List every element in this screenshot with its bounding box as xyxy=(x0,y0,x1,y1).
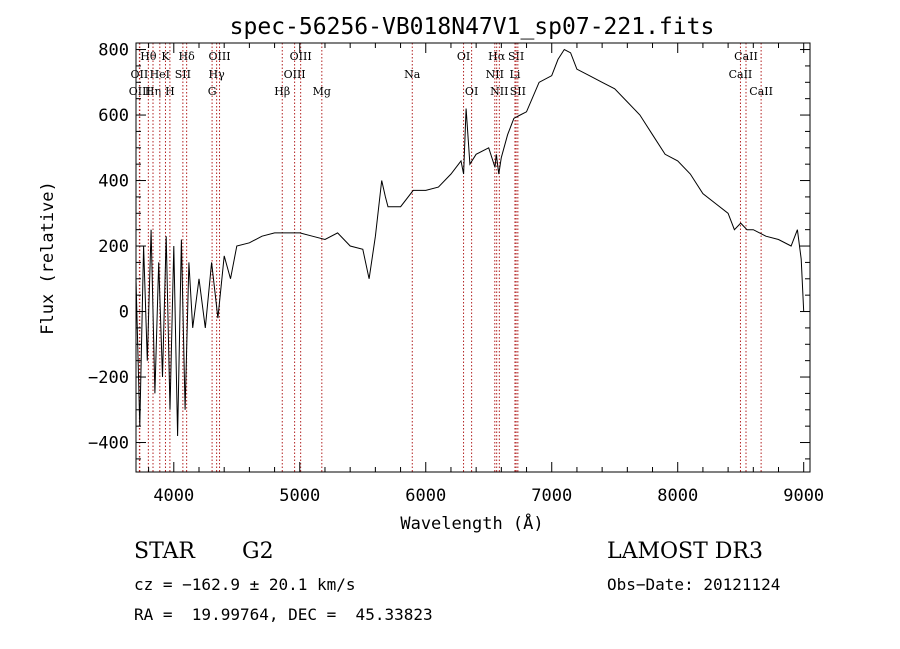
line-marker-label: Hβ xyxy=(274,85,290,98)
redshift-text: cz = −162.9 ± 20.1 km/s xyxy=(134,575,356,594)
line-marker-label: Mg xyxy=(313,85,331,98)
axis-ticks: 4000 5000 6000 7000 8000 9000 −400 −200 0 200 400 6… xyxy=(88,41,824,506)
x-tick-label: 6000 xyxy=(405,486,446,506)
x-axis-label: Wavelength (Å) xyxy=(400,512,543,534)
x-tick-label: 9000 xyxy=(783,486,824,506)
x-tick-label: 7000 xyxy=(531,486,572,506)
y-tick-label: 600 xyxy=(98,106,129,126)
line-marker-label: CaII xyxy=(734,50,758,63)
y-tick-label: 800 xyxy=(98,41,129,61)
line-marker-label: Hη xyxy=(145,85,161,98)
y-tick-label: 0 xyxy=(119,303,129,323)
line-marker-label: SII xyxy=(510,85,526,98)
line-marker-label: OI xyxy=(457,50,470,63)
line-marker-label: Na xyxy=(404,68,421,81)
y-axis-label: Flux (relative) xyxy=(38,181,58,335)
line-marker-label: SII xyxy=(508,50,524,63)
line-marker-label: NII xyxy=(490,85,508,98)
line-marker-label: Hα xyxy=(488,50,506,63)
line-marker-label: Li xyxy=(510,68,521,81)
line-marker-label: K xyxy=(161,50,170,63)
spectrum-line xyxy=(135,48,805,437)
line-marker-label: OIII xyxy=(290,50,312,63)
line-marker-label: OIII xyxy=(129,85,151,98)
object-class: STAR xyxy=(134,539,195,564)
y-tick-label: 200 xyxy=(98,237,129,257)
line-marker-label: CaII xyxy=(729,68,753,81)
line-marker-label: OIII xyxy=(208,50,230,63)
x-tick-label: 4000 xyxy=(153,486,194,506)
x-tick-label: 5000 xyxy=(279,486,320,506)
line-marker-label: SII xyxy=(175,68,191,81)
obs-date: Obs−Date: 20121124 xyxy=(607,575,781,594)
y-tick-label: −400 xyxy=(88,434,129,454)
line-marker-label: NII xyxy=(486,68,504,81)
line-marker-label: OI xyxy=(465,85,478,98)
line-marker-label: HeI xyxy=(150,68,170,81)
survey-name: LAMOST DR3 xyxy=(607,539,763,564)
y-tick-label: 400 xyxy=(98,172,129,192)
plot-frame xyxy=(135,42,811,473)
line-marker-label: G xyxy=(208,85,217,98)
line-marker-label: Hδ xyxy=(179,50,196,63)
chart-title: spec-56256-VB018N47V1_sp07-221.fits xyxy=(230,14,715,40)
line-marker-label: H xyxy=(165,85,175,98)
line-marker-label: Hγ xyxy=(209,68,226,81)
line-marker-label: CaII xyxy=(749,85,773,98)
x-tick-label: 8000 xyxy=(657,486,698,506)
object-subclass: G2 xyxy=(242,539,274,564)
y-tick-label: −200 xyxy=(88,368,129,388)
line-marker-label: OIII xyxy=(284,68,306,81)
line-marker-label: Hθ xyxy=(140,50,157,63)
ra-dec: RA = 19.99764, DEC = 45.33823 xyxy=(134,605,433,624)
spectrum-layer xyxy=(135,48,805,437)
line-marker-layer: HθOIIOIIIHηHeIKHSIIHδOIIIHγGHβOIIIOIIIMg… xyxy=(129,43,773,472)
